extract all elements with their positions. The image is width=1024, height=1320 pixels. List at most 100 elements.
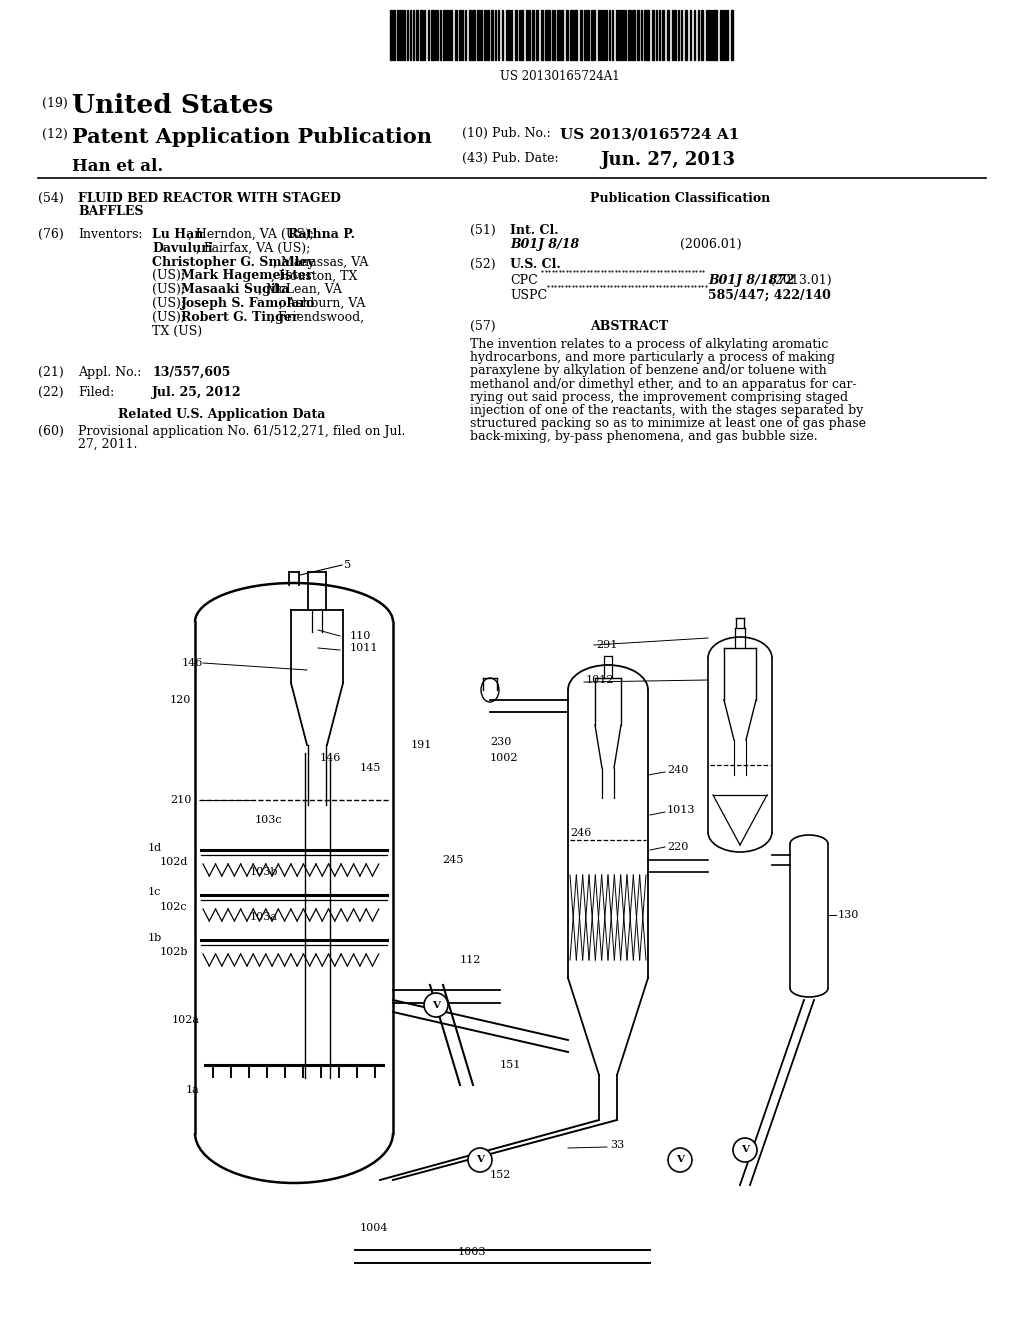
Bar	[603, 11, 605, 59]
Bar	[637, 11, 639, 59]
Text: Patent Application Publication: Patent Application Publication	[72, 127, 432, 147]
Text: 130: 130	[838, 909, 859, 920]
Bar	[557, 11, 560, 59]
Text: 1013: 1013	[667, 805, 695, 814]
Text: Lu Han: Lu Han	[152, 228, 204, 242]
Text: 33: 33	[610, 1140, 625, 1150]
Bar	[622, 11, 624, 59]
Text: Joseph S. Famolaro: Joseph S. Famolaro	[181, 297, 315, 310]
Text: (US);: (US);	[152, 310, 189, 323]
Text: Filed:: Filed:	[78, 385, 115, 399]
Text: Related U.S. Application Data: Related U.S. Application Data	[118, 408, 326, 421]
Text: 102c: 102c	[160, 902, 187, 912]
Text: (2013.01): (2013.01)	[770, 275, 831, 286]
Bar	[490, 11, 493, 59]
Text: The invention relates to a process of alkylating aromatic: The invention relates to a process of al…	[470, 338, 828, 351]
Text: back-mixing, by-pass phenomena, and gas bubble size.: back-mixing, by-pass phenomena, and gas …	[470, 430, 817, 444]
Text: 146: 146	[319, 752, 341, 763]
Text: (10): (10)	[462, 127, 487, 140]
Bar	[472, 11, 475, 59]
Text: B01J 8/18: B01J 8/18	[510, 238, 580, 251]
Text: 291: 291	[596, 640, 617, 649]
Text: (US);: (US);	[152, 297, 189, 310]
Text: 102a: 102a	[172, 1015, 200, 1026]
Bar	[480, 11, 482, 59]
Bar	[714, 11, 717, 59]
Circle shape	[668, 1148, 692, 1172]
Circle shape	[468, 1148, 492, 1172]
Bar	[662, 11, 664, 59]
Bar	[720, 11, 722, 59]
Text: , Herndon, VA (US);: , Herndon, VA (US);	[188, 228, 318, 242]
Bar	[390, 11, 392, 59]
Text: V: V	[476, 1155, 484, 1164]
Text: (22): (22)	[38, 385, 63, 399]
Bar	[561, 11, 563, 59]
Text: (19): (19)	[42, 96, 68, 110]
Text: 246: 246	[570, 828, 592, 838]
Text: 13/557,605: 13/557,605	[152, 366, 230, 379]
Text: 1a: 1a	[186, 1085, 200, 1096]
Text: Han et al.: Han et al.	[72, 158, 163, 176]
Text: 152: 152	[490, 1170, 511, 1180]
Text: V: V	[741, 1146, 749, 1155]
Text: BAFFLES: BAFFLES	[78, 205, 143, 218]
Text: 220: 220	[667, 842, 688, 851]
Bar	[416, 11, 418, 59]
Text: US 20130165724A1: US 20130165724A1	[500, 70, 620, 83]
Text: Jul. 25, 2012: Jul. 25, 2012	[152, 385, 242, 399]
Bar	[541, 11, 543, 59]
Text: Appl. No.:: Appl. No.:	[78, 366, 141, 379]
Text: Int. Cl.: Int. Cl.	[510, 224, 559, 238]
Bar	[515, 11, 517, 59]
Text: Masaaki Sugita: Masaaki Sugita	[181, 284, 290, 296]
Text: 1011: 1011	[350, 643, 379, 653]
Text: U.S. Cl.: U.S. Cl.	[510, 257, 561, 271]
Bar	[536, 11, 538, 59]
Bar	[566, 11, 568, 59]
Text: (12): (12)	[42, 128, 68, 141]
Text: rying out said process, the improvement comprising staged: rying out said process, the improvement …	[470, 391, 848, 404]
Bar	[646, 11, 649, 59]
Text: Provisional application No. 61/512,271, filed on Jul.: Provisional application No. 61/512,271, …	[78, 425, 406, 438]
Text: 245: 245	[442, 855, 464, 865]
Text: 102d: 102d	[160, 857, 188, 867]
Bar	[397, 11, 399, 59]
Text: (2006.01): (2006.01)	[680, 238, 741, 251]
Text: TX (US): TX (US)	[152, 325, 202, 338]
Text: (51): (51)	[470, 224, 496, 238]
Text: 103b: 103b	[250, 867, 279, 876]
Text: 1004: 1004	[360, 1224, 388, 1233]
Bar	[393, 11, 395, 59]
Text: Jun. 27, 2013: Jun. 27, 2013	[600, 150, 735, 169]
Text: 1c: 1c	[148, 887, 162, 898]
Bar	[455, 11, 457, 59]
Text: 102b: 102b	[160, 946, 188, 957]
Bar	[548, 11, 550, 59]
Text: paraxylene by alkylation of benzene and/or toluene with: paraxylene by alkylation of benzene and/…	[470, 364, 826, 378]
Text: 27, 2011.: 27, 2011.	[78, 438, 137, 451]
Text: Pub. No.:: Pub. No.:	[492, 127, 551, 140]
Bar	[431, 11, 434, 59]
Text: 210: 210	[170, 795, 191, 805]
Bar	[580, 11, 582, 59]
Bar	[526, 11, 528, 59]
Text: (US);: (US);	[152, 269, 189, 282]
Bar	[701, 11, 703, 59]
Bar	[600, 11, 602, 59]
Text: USPC: USPC	[510, 289, 547, 302]
Text: hydrocarbons, and more particularly a process of making: hydrocarbons, and more particularly a pr…	[470, 351, 835, 364]
Bar	[484, 11, 486, 59]
Bar	[487, 11, 489, 59]
Text: Mark Hagemeister: Mark Hagemeister	[181, 269, 312, 282]
Text: 146: 146	[181, 657, 203, 668]
Text: (60): (60)	[38, 425, 63, 438]
Text: (US);: (US);	[152, 284, 189, 296]
Text: 230: 230	[490, 737, 511, 747]
Bar	[508, 11, 510, 59]
Bar	[685, 11, 687, 59]
Text: (52): (52)	[470, 257, 496, 271]
Bar	[586, 11, 589, 59]
Bar	[446, 11, 449, 59]
Bar	[532, 11, 534, 59]
